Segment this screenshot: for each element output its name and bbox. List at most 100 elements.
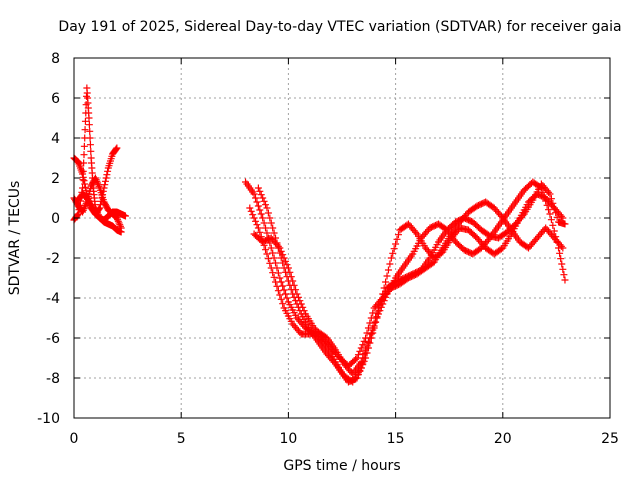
data-point — [274, 287, 282, 295]
data-point — [276, 274, 284, 282]
data-point — [377, 297, 385, 305]
data-point — [556, 249, 564, 257]
data-point — [372, 314, 380, 322]
data-point — [557, 242, 565, 250]
data-point — [100, 184, 108, 192]
data-points — [70, 84, 569, 386]
data-point — [290, 293, 298, 301]
data-point — [276, 291, 284, 299]
data-point — [369, 324, 377, 332]
data-point — [82, 187, 90, 195]
data-point — [380, 291, 388, 299]
data-point — [386, 260, 394, 268]
data-point — [273, 282, 281, 290]
x-tick-label: 5 — [177, 431, 186, 447]
data-point — [549, 199, 557, 207]
data-point — [294, 303, 302, 311]
data-point — [79, 208, 87, 216]
data-point — [115, 219, 123, 227]
data-point — [543, 201, 551, 209]
data-point — [283, 294, 291, 302]
data-point — [101, 181, 109, 189]
data-point — [374, 310, 382, 318]
x-tick-label: 15 — [387, 431, 405, 447]
x-tick-label: 20 — [494, 431, 512, 447]
data-point — [114, 216, 122, 224]
series-early-d — [74, 190, 129, 224]
data-point — [360, 354, 368, 362]
data-point — [94, 181, 102, 189]
data-point — [374, 304, 382, 312]
data-point — [280, 264, 288, 272]
data-point — [557, 255, 565, 263]
data-point — [287, 286, 295, 294]
data-point — [272, 234, 280, 242]
data-point — [557, 212, 565, 220]
data-point — [269, 269, 277, 277]
y-tick-label: 0 — [51, 211, 60, 227]
x-tick-label: 0 — [70, 431, 79, 447]
data-point — [259, 214, 267, 222]
data-point — [364, 339, 372, 347]
data-point — [112, 145, 120, 153]
data-point — [114, 217, 122, 225]
data-point — [561, 220, 569, 228]
data-point — [280, 286, 288, 294]
data-point — [284, 277, 292, 285]
data-point — [360, 337, 368, 345]
data-point — [382, 278, 390, 286]
data-point — [383, 272, 391, 280]
data-point — [292, 297, 300, 305]
data-point — [293, 300, 301, 308]
data-point — [80, 205, 88, 213]
plot-frame — [73, 57, 611, 419]
data-point — [267, 264, 275, 272]
data-point — [87, 147, 95, 155]
data-point — [559, 244, 567, 252]
data-point — [254, 202, 262, 210]
data-point — [357, 364, 365, 372]
data-point — [117, 228, 125, 236]
y-tick-label: 4 — [51, 131, 60, 147]
data-point — [86, 127, 94, 135]
data-point — [79, 167, 87, 175]
data-point — [79, 176, 87, 184]
y-tick-label: -2 — [46, 251, 60, 267]
data-point — [547, 195, 555, 203]
data-point — [74, 211, 82, 219]
data-point — [545, 188, 553, 196]
data-point — [269, 249, 277, 257]
data-point — [79, 184, 87, 192]
data-point — [262, 201, 270, 209]
data-point — [546, 210, 554, 218]
data-point — [367, 329, 375, 337]
data-point — [266, 259, 274, 267]
x-tick-label: 10 — [279, 431, 297, 447]
data-point — [352, 355, 360, 363]
data-point — [259, 194, 267, 202]
data-point — [264, 209, 272, 217]
data-point — [252, 217, 260, 225]
y-tick-label: -6 — [46, 331, 60, 347]
data-point — [247, 207, 255, 215]
data-point — [101, 177, 109, 185]
data-point — [81, 117, 89, 125]
data-point — [282, 268, 290, 276]
y-tick-label: 6 — [51, 91, 60, 107]
data-point — [103, 171, 111, 179]
data-point — [116, 221, 124, 229]
data-point — [549, 221, 557, 229]
data-point — [412, 228, 420, 236]
data-point — [104, 167, 112, 175]
data-point — [260, 219, 268, 227]
data-point — [390, 245, 398, 253]
y-tick-label: -10 — [37, 411, 60, 427]
data-point — [263, 204, 271, 212]
data-point — [279, 259, 287, 267]
data-point — [252, 194, 260, 202]
data-point — [366, 334, 374, 342]
data-point — [254, 184, 262, 192]
data-point — [376, 301, 384, 309]
